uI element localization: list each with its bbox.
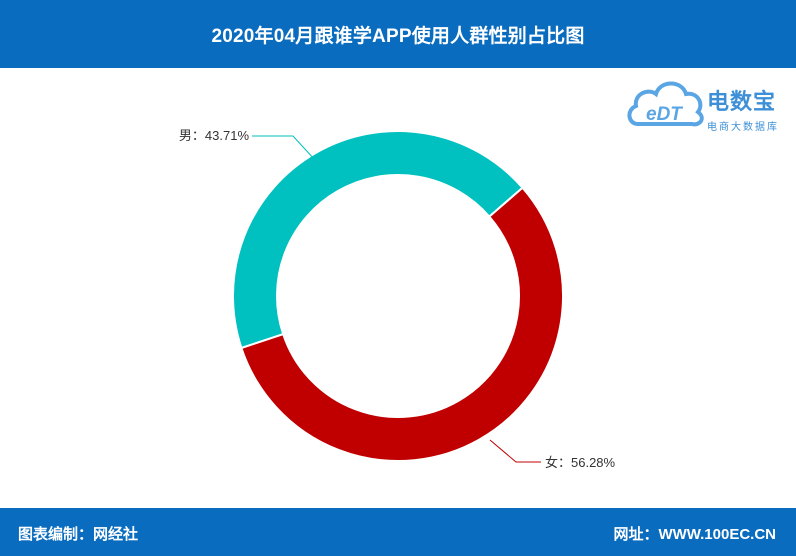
header-bar: 2020年04月跟谁学APP使用人群性别占比图 [0, 0, 796, 68]
slice-male [232, 130, 524, 350]
page-title: 2020年04月跟谁学APP使用人群性别占比图 [211, 25, 585, 47]
donut-chart: 男：43.71% 女：56.28% [179, 128, 616, 470]
logo-mark-text: eDT [646, 104, 683, 125]
donut-labels: 男：43.71% 女：56.28% [179, 128, 616, 470]
logo-subtitle: 电商大数据库 [707, 122, 779, 133]
logo-name: 电数宝 [707, 89, 777, 114]
cloud-logo-icon: eDT [627, 81, 704, 127]
slice-label-male: 男：43.71% [179, 128, 250, 143]
logo: eDT 电数宝 电商大数据库 [626, 74, 791, 134]
leader-line-male [252, 135, 316, 161]
footer-website: 网址：WWW.100EC.CN [613, 526, 776, 543]
footer-bar: 图表编制：网经社 网址：WWW.100EC.CN [0, 508, 796, 556]
slice-female [240, 186, 564, 462]
leader-line-female [489, 439, 541, 463]
slice-label-female: 女：56.28% [545, 455, 616, 470]
footer-credit: 图表编制：网经社 [18, 526, 139, 543]
donut-slices [232, 130, 564, 462]
